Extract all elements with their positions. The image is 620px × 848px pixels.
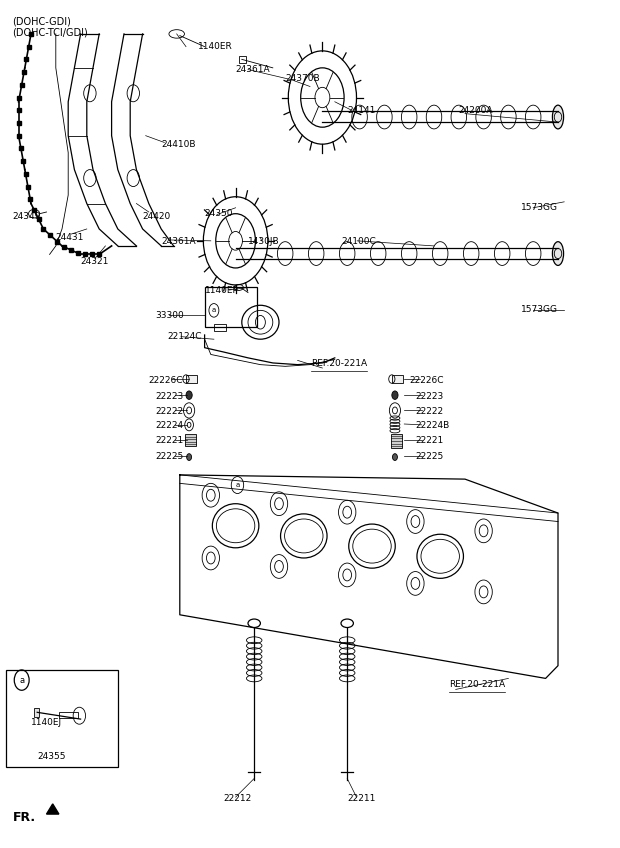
Bar [239,56,246,63]
Bar [6,670,118,767]
Text: (DOHC-GDI): (DOHC-GDI) [12,16,71,26]
Text: a: a [19,676,24,684]
Text: 24350: 24350 [205,209,233,218]
Text: 22224B: 22224B [415,421,450,430]
Text: a: a [236,482,239,488]
Circle shape [392,454,397,460]
Text: 24361A: 24361A [161,237,196,246]
Circle shape [392,391,398,399]
Text: 24410B: 24410B [161,140,196,148]
Text: 22225: 22225 [415,452,444,460]
Text: 22212: 22212 [223,795,252,803]
Text: 22221: 22221 [415,437,444,445]
Text: FR.: FR. [12,811,35,824]
Text: 24420: 24420 [143,212,171,220]
Text: 24349: 24349 [12,212,41,220]
Text: 1573GG: 1573GG [521,204,558,212]
Text: 24370B: 24370B [285,74,320,82]
Text: 22211: 22211 [347,795,376,803]
Text: 24321: 24321 [81,257,109,265]
Circle shape [186,391,192,399]
Bar [391,434,402,448]
Bar [186,375,197,383]
Ellipse shape [552,242,564,265]
Bar [185,434,196,446]
Text: 1140ER: 1140ER [198,42,233,51]
Text: 22224: 22224 [155,421,183,430]
Bar [59,712,78,718]
Text: 24200A: 24200A [459,106,494,114]
Bar [34,708,39,717]
Text: (DOHC-TCI/GDI): (DOHC-TCI/GDI) [12,27,88,37]
Text: 22226C: 22226C [409,377,444,385]
Text: a: a [212,307,216,314]
Circle shape [187,454,192,460]
Text: 24100C: 24100C [341,237,376,246]
Text: 24141: 24141 [347,106,376,114]
Text: 22222: 22222 [415,407,443,416]
Text: 1140EP: 1140EP [205,286,239,294]
Polygon shape [46,804,59,814]
Bar [205,287,257,327]
Text: 33300: 33300 [155,311,184,320]
Text: 22222: 22222 [155,407,183,416]
Bar [392,375,403,383]
Text: 1573GG: 1573GG [521,305,558,314]
Text: 22221: 22221 [155,437,184,445]
Text: 24431: 24431 [56,233,84,242]
Text: 22225: 22225 [155,452,184,460]
Bar [214,324,226,331]
Text: 22124C: 22124C [167,332,202,341]
Text: 24361A: 24361A [236,65,270,74]
Text: 1140EJ: 1140EJ [31,718,62,727]
Ellipse shape [552,105,564,129]
Text: 22223: 22223 [155,392,184,400]
Text: 22223: 22223 [415,392,444,400]
Text: 1430JB: 1430JB [248,237,280,246]
Text: REF.20-221A: REF.20-221A [311,359,368,368]
Text: 24355: 24355 [37,752,66,761]
Text: 22226C: 22226C [149,377,184,385]
Text: REF.20-221A: REF.20-221A [449,680,505,689]
